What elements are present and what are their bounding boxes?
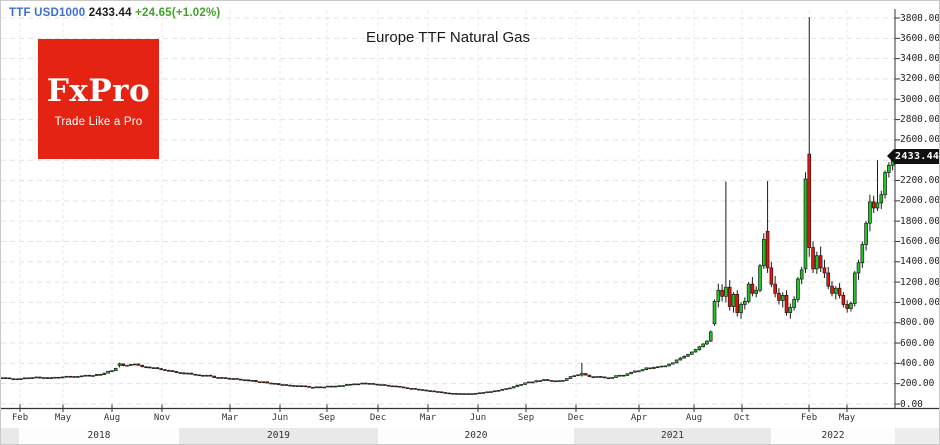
price-axis-label: 600.00 — [900, 337, 935, 349]
time-axis-month-label: May — [838, 413, 856, 423]
time-axis-month-label: Aug — [103, 413, 121, 423]
year-band — [19, 428, 179, 444]
year-label: 2022 — [821, 430, 845, 441]
price-axis-label: 1000.00 — [900, 296, 940, 308]
symbol-label: TTF USD1000 — [9, 7, 86, 19]
time-axis-month-label: Mar — [419, 413, 437, 423]
year-label: 2019 — [267, 430, 290, 441]
year-band — [1, 428, 19, 444]
year-band — [574, 428, 771, 444]
time-axis-month-label: Oct — [733, 413, 751, 423]
year-band — [378, 428, 574, 444]
chart-title: Europe TTF Natural Gas — [366, 29, 530, 46]
price-axis-label: 1600.00 — [900, 235, 940, 247]
time-axis-month-label: Jun — [469, 413, 487, 423]
price-axis-label: 800.00 — [900, 317, 935, 329]
time-axis-month-label: Feb — [11, 413, 29, 423]
price-axis-label: 3000.00 — [900, 93, 940, 105]
price-axis-label: 400.00 — [900, 357, 935, 369]
price-axis-label: 2000.00 — [900, 195, 940, 207]
price-axis-label: 1800.00 — [900, 215, 940, 227]
year-label: 2018 — [87, 430, 111, 441]
year-band — [895, 428, 939, 444]
fxpro-logo: FxPro Trade Like a Pro — [38, 39, 159, 159]
time-axis-month-label: Jun — [271, 413, 289, 423]
year-band — [771, 428, 895, 444]
year-label: 2020 — [464, 430, 488, 441]
last-price-badge: 2433.44 — [887, 149, 939, 164]
time-axis-month-label: Feb — [800, 413, 818, 423]
time-axis-month-label: Sep — [517, 413, 535, 423]
time-axis-month-label: Aug — [685, 413, 703, 423]
price-change: +24.65(+1.02%) — [135, 7, 221, 19]
time-axis-month-label: May — [54, 413, 72, 423]
time-axis-month-label: Apr — [630, 413, 648, 423]
logo-tagline: Trade Like a Pro — [54, 116, 143, 128]
price-axis-label: 3600.00 — [900, 32, 940, 44]
last-price: 2433.44 — [88, 7, 132, 19]
logo-wordmark: FxPro — [46, 73, 151, 109]
price-axis-label: 3200.00 — [900, 73, 940, 85]
time-axis-month-label: Sep — [318, 413, 336, 423]
price-axis-label: 1400.00 — [900, 256, 940, 268]
instrument-legend: TTF USD1000 2433.44 +24.65(+1.02%) — [9, 7, 220, 19]
badge-arrow-icon — [887, 149, 894, 163]
badge-value: 2433.44 — [894, 149, 939, 164]
price-axis-label: 2600.00 — [900, 134, 940, 146]
price-axis-label: 3400.00 — [900, 53, 940, 65]
time-axis-month-label: Nov — [153, 413, 171, 423]
year-label: 2021 — [661, 430, 684, 441]
price-axis-label: 2200.00 — [900, 175, 940, 187]
year-band — [179, 428, 378, 444]
time-axis-month-label: Dec — [369, 413, 387, 423]
time-axis-month-label: Dec — [567, 413, 585, 423]
price-axis-label: 1200.00 — [900, 276, 940, 288]
price-axis-label: 0.00 — [900, 398, 923, 410]
price-axis-label: 3800.00 — [900, 12, 940, 24]
time-axis-month-label: Mar — [221, 413, 239, 423]
price-axis-label: 2800.00 — [900, 114, 940, 126]
price-axis-label: 200.00 — [900, 378, 935, 390]
